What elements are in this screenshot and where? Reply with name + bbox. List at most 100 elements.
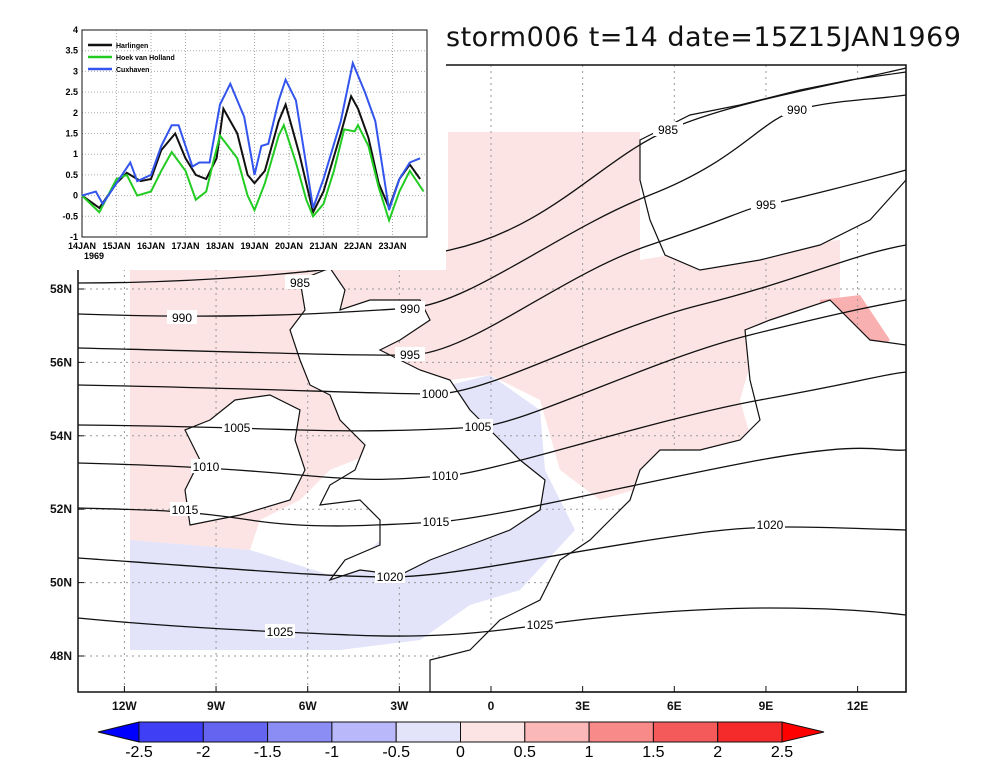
inset-x-tick-label: 15JAN: [102, 241, 130, 251]
inset-x-tick-label: 20JAN: [275, 241, 303, 251]
inset-x-tick-label: 16JAN: [137, 241, 165, 251]
isobar-label: 995: [400, 348, 420, 362]
legend-label: Cuxhaven: [116, 67, 149, 74]
colorbar-segment: [138, 721, 204, 743]
lon-tick-label: 9E: [759, 699, 774, 713]
positive-surge-area: [130, 132, 840, 550]
inset-x-tick-label: 18JAN: [206, 241, 234, 251]
inset-x-tick-label: 22JAN: [344, 241, 372, 251]
inset-x-tick-label: 17JAN: [171, 241, 199, 251]
continent: [429, 299, 907, 693]
isobar-label-bg: [420, 386, 450, 400]
legend-label: Hoek van Holland: [116, 55, 175, 62]
isobar-label-bg: [421, 514, 451, 528]
isobar-label: 1025: [527, 618, 554, 632]
great-britain: [289, 267, 546, 582]
colorbar-label: 0: [456, 744, 465, 760]
lat-tick-label: 54N: [50, 429, 72, 443]
lat-tick-label: 50N: [50, 576, 72, 590]
colorbar-segment: [460, 721, 526, 743]
isobar-label-bg: [395, 347, 425, 361]
colorbar-label: 0.5: [514, 744, 536, 760]
lon-tick-label: 12W: [112, 699, 137, 713]
inset-x-tick-label: 21JAN: [309, 241, 337, 251]
isobar-labels: 985 985 990 990 990 995 995 1000 1005 1005 1010 101…: [167, 102, 812, 639]
isobar-label: 1010: [193, 460, 220, 474]
isobar-label-bg: [222, 420, 252, 434]
lon-tick-label: 12E: [847, 699, 868, 713]
isobar-label: 985: [290, 276, 310, 290]
isobar-label: 990: [172, 311, 192, 325]
inset-year-label: 1969: [84, 251, 104, 261]
isobar-label-bg: [751, 197, 781, 211]
inset-x-tick-label: 23JAN: [378, 241, 406, 251]
coastlines: [184, 71, 907, 693]
isobar-label: 1015: [172, 503, 199, 517]
inset-x-tick-label: 14JAN: [68, 241, 96, 251]
series-line-cuxhaven: [81, 59, 421, 211]
inset-y-tick-label: 3: [73, 66, 78, 76]
colorbar-label: 2: [713, 744, 722, 760]
inset-y-tick-label: -0.5: [62, 211, 78, 221]
series-line-harlingen: [81, 93, 421, 216]
isobar-label-bg: [755, 517, 785, 531]
inset-frame: [81, 29, 428, 238]
lon-tick-label: 6W: [299, 699, 318, 713]
isobar-label: 1000: [422, 387, 449, 401]
isobar-label: 990: [787, 103, 807, 117]
inset-y-tick-label: 2: [73, 108, 78, 118]
inset-y-tick-label: 3.5: [65, 46, 78, 56]
lon-tick-label: 3E: [575, 699, 590, 713]
lon-tick-label: 0: [488, 699, 495, 713]
map-title: storm006 t=14 date=15Z15JAN1969: [446, 22, 962, 53]
colorbar-segment: [331, 721, 397, 743]
isobar-label: 995: [756, 198, 776, 212]
lon-tick-label: 9W: [207, 699, 226, 713]
isobar-995: [77, 169, 907, 356]
inset-y-tick-label: 1.5: [65, 129, 78, 139]
isobar-label-bg: [525, 617, 555, 631]
isobar-label: 1005: [224, 421, 251, 435]
colorbar-segment: [267, 721, 333, 743]
colorbar-label: -2: [196, 744, 210, 760]
colorbar-label: 1: [585, 744, 594, 760]
lon-tick-label: 6E: [667, 699, 682, 713]
inset-y-tick-label: 2.5: [65, 87, 78, 97]
isobar-label-bg: [167, 310, 197, 324]
isobar-label: 1020: [377, 570, 404, 584]
colorbar-segment: [717, 721, 783, 743]
lat-tick-label: 48N: [50, 649, 72, 663]
colorbar-label: -1: [325, 744, 339, 760]
colorbar-segment: [202, 721, 269, 743]
isobar-label: 1015: [423, 515, 450, 529]
colorbar-segment: [588, 721, 654, 743]
isobar-label-bg: [285, 275, 315, 289]
isobar-label: 1025: [267, 625, 294, 639]
colorbar-segment: [524, 721, 590, 743]
inset-background: [58, 22, 446, 270]
isobar-label: 1020: [757, 518, 784, 532]
colorbar-label: -2.5: [125, 744, 153, 760]
isobar-label-bg: [463, 419, 493, 433]
inset-y-tick-label: -1: [70, 232, 78, 242]
colorbar-min-arrow: [97, 721, 140, 743]
isobar-label-bg: [375, 569, 405, 583]
inset-y-tick-label: 0.5: [65, 170, 78, 180]
isobar-label-bg: [170, 502, 200, 516]
isobar-label: 1010: [432, 469, 459, 483]
colorbar-label: -1.5: [254, 744, 282, 760]
isobar-label: 985: [658, 123, 678, 137]
inset-y-tick-label: 4: [73, 25, 78, 35]
lat-tick-label: 52N: [50, 502, 72, 516]
map-axis-labels: 12W 9W 6W 3W 0 3E 6E 9E 12E 48N 50N 52N 54N 56N 58N: [50, 282, 868, 713]
colorbar-label: 1.5: [642, 744, 664, 760]
inset-y-tick-label: 0: [73, 191, 78, 201]
isobar-1000: [77, 244, 907, 395]
isobar-label-bg: [653, 122, 683, 136]
colorbar-max-arrow: [781, 721, 825, 743]
inset-timeseries-chart: -1 -0.5 0 0.5 1 1.5 2 2.5 3 3.5 4 14JAN 15JAN 16JAN 17…: [62, 25, 428, 261]
isobar-label-bg: [430, 468, 460, 482]
inset-y-tick-label: 1: [73, 149, 78, 159]
lon-tick-label: 3W: [390, 699, 409, 713]
